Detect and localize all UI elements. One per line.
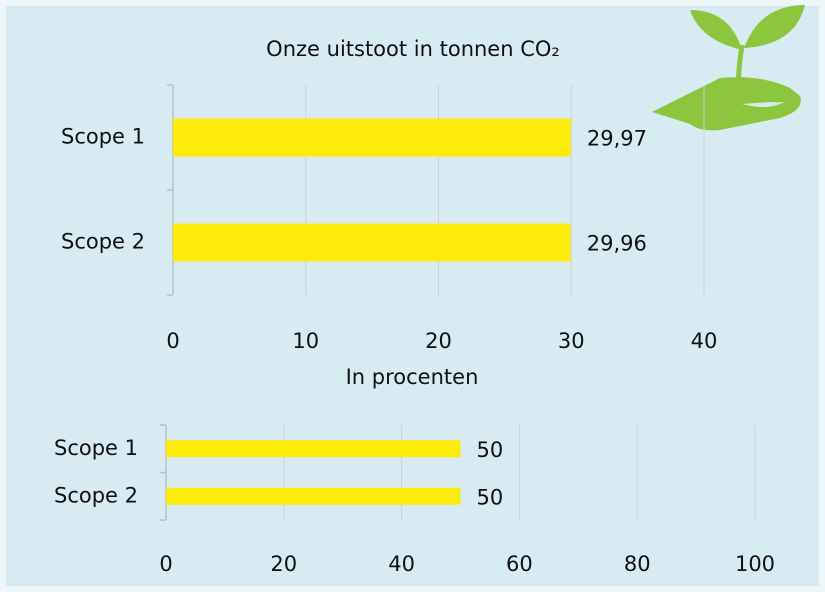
x-tick-label: 100 [735,552,775,576]
bar [166,487,461,505]
data-label: 50 [477,485,504,509]
y-tick-label: Scope 1 [54,436,138,460]
y-tick-label: Scope 2 [61,230,145,254]
chart-title: Onze uitstoot in tonnen CO₂ [266,37,560,61]
y-tick-label: Scope 1 [61,125,145,149]
chart-title: In procenten [346,365,479,389]
x-tick-label: 40 [388,552,415,576]
data-label: 50 [477,438,504,462]
x-tick-label: 20 [270,552,297,576]
x-tick-label: 20 [425,329,452,353]
data-label: 29,97 [587,127,647,151]
bar [173,118,571,157]
x-tick-label: 0 [166,329,179,353]
x-tick-label: 10 [292,329,319,353]
x-tick-label: 80 [624,552,651,576]
x-tick-label: 60 [506,552,533,576]
bar [173,223,571,262]
x-tick-label: 40 [691,329,718,353]
plant-icon [652,5,805,131]
bar [166,440,461,458]
y-tick-label: Scope 2 [54,483,138,507]
x-tick-label: 0 [159,552,172,576]
data-label: 29,96 [587,232,647,256]
x-tick-label: 30 [558,329,585,353]
